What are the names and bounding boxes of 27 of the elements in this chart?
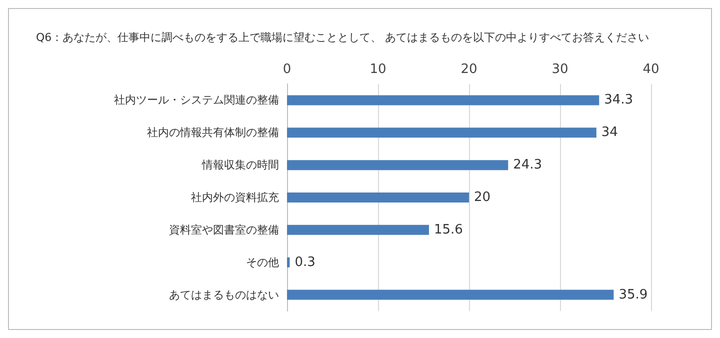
bar [287, 95, 600, 106]
y-tick-label: 社内の情報共有体制の整備 [147, 126, 279, 140]
y-tick-label: 社内外の資料拡充 [191, 191, 279, 204]
bar [287, 224, 429, 235]
data-label: 20 [474, 190, 491, 205]
data-label: 34 [601, 125, 618, 140]
data-label: 34.3 [604, 92, 634, 108]
data-label: 0.3 [294, 254, 316, 270]
data-label: 24.3 [513, 158, 542, 173]
bar [287, 257, 290, 268]
bar [287, 192, 469, 202]
x-tick-label: 30 [552, 62, 568, 77]
y-tick-label: 情報収集の時間 [201, 158, 279, 172]
data-label: 15.6 [434, 222, 463, 238]
bar [287, 290, 614, 300]
y-tick-label: その他 [246, 256, 279, 269]
x-tick-label: 10 [370, 62, 386, 77]
y-tick-label: 社内ツール・システム関連の整備 [114, 94, 279, 107]
bar [287, 160, 508, 170]
chart-title: Q6：あなたが、仕事中に調べものをする上で職場に望むこととして、 あてはまるものを以下の中よりすべてお答えください [36, 31, 650, 44]
x-tick-label: 20 [460, 62, 478, 77]
bar [287, 128, 596, 138]
y-tick-label: あてはまるものはない [169, 288, 279, 302]
x-tick-label: 40 [642, 62, 660, 77]
x-tick-label: 0 [282, 62, 292, 77]
y-tick-label: 資料室や図書室の整備 [169, 223, 279, 236]
data-label: 35.9 [618, 287, 648, 302]
